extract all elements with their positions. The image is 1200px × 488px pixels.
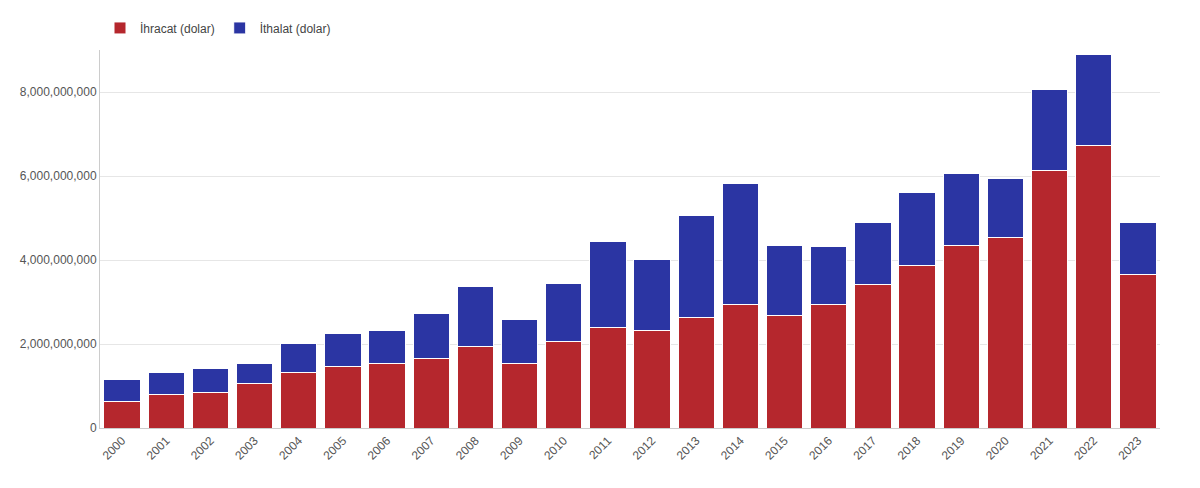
svg-text:2023: 2023 bbox=[1116, 434, 1145, 463]
svg-text:2019: 2019 bbox=[939, 434, 968, 463]
svg-text:2002: 2002 bbox=[188, 434, 217, 463]
svg-text:2005: 2005 bbox=[321, 434, 350, 463]
svg-text:2015: 2015 bbox=[762, 434, 791, 463]
svg-text:2,000,000,000: 2,000,000,000 bbox=[20, 337, 97, 351]
svg-text:2007: 2007 bbox=[409, 434, 438, 463]
svg-text:8,000,000,000: 8,000,000,000 bbox=[20, 85, 97, 99]
svg-text:4,000,000,000: 4,000,000,000 bbox=[20, 253, 97, 267]
svg-text:2021: 2021 bbox=[1027, 434, 1056, 463]
svg-text:2008: 2008 bbox=[453, 434, 482, 463]
svg-text:2016: 2016 bbox=[806, 434, 835, 463]
svg-text:İhracat (dolar): İhracat (dolar) bbox=[140, 22, 215, 36]
svg-text:2003: 2003 bbox=[232, 434, 261, 463]
svg-text:6,000,000,000: 6,000,000,000 bbox=[20, 169, 97, 183]
svg-text:2013: 2013 bbox=[674, 434, 703, 463]
svg-text:İthalat (dolar): İthalat (dolar) bbox=[260, 22, 331, 36]
svg-text:2012: 2012 bbox=[630, 434, 659, 463]
svg-text:2000: 2000 bbox=[100, 434, 129, 463]
svg-text:2001: 2001 bbox=[144, 434, 173, 463]
svg-text:2004: 2004 bbox=[276, 434, 305, 463]
svg-text:0: 0 bbox=[90, 421, 97, 435]
svg-text:2010: 2010 bbox=[541, 434, 570, 463]
svg-text:2018: 2018 bbox=[895, 434, 924, 463]
svg-text:2014: 2014 bbox=[718, 434, 747, 463]
svg-text:2006: 2006 bbox=[365, 434, 394, 463]
svg-text:2020: 2020 bbox=[983, 434, 1012, 463]
svg-text:2011: 2011 bbox=[586, 434, 614, 462]
svg-text:2022: 2022 bbox=[1071, 434, 1100, 463]
svg-text:2009: 2009 bbox=[497, 434, 526, 463]
svg-text:2017: 2017 bbox=[851, 434, 880, 463]
